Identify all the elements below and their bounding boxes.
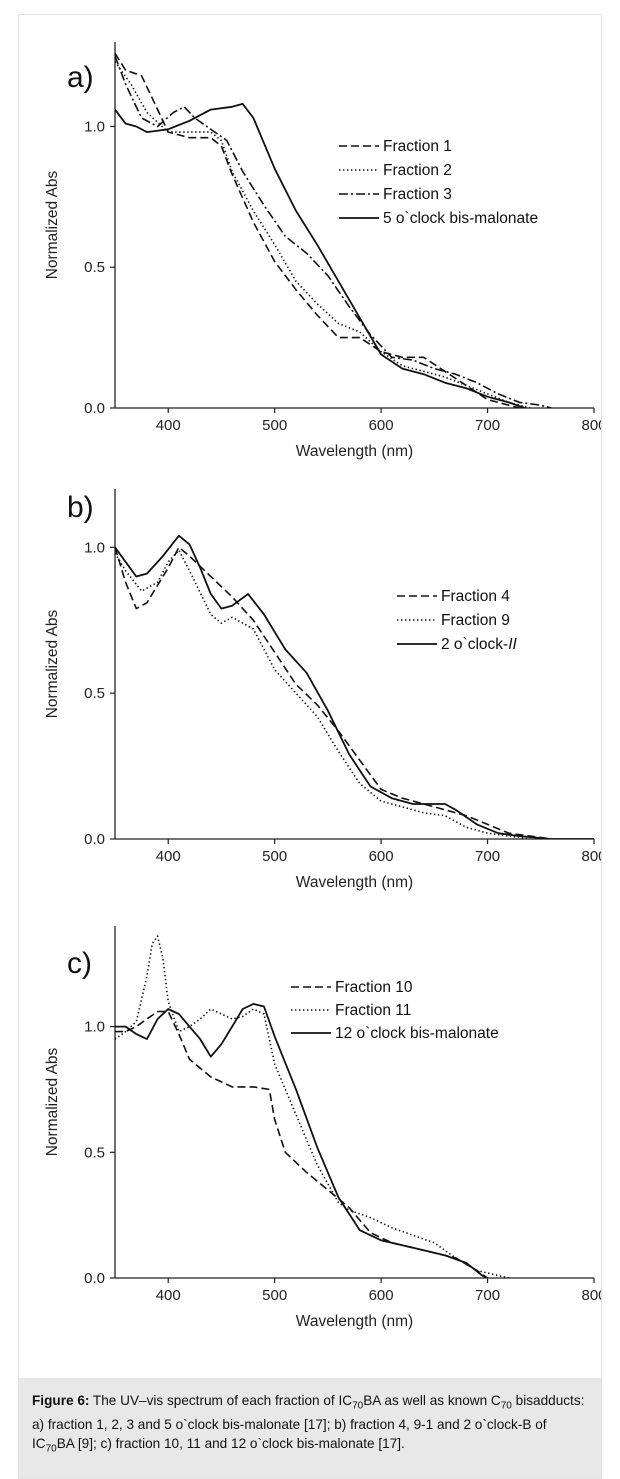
x-axis-title: Wavelength (nm) [296, 443, 413, 460]
y-tick-label: 0.0 [84, 400, 105, 417]
legend-label: 12 o`clock bis-malonate [335, 1025, 499, 1042]
y-tick-label: 0.0 [84, 1270, 105, 1287]
y-tick-label: 1.0 [84, 539, 105, 556]
y-axis-title: Normalized Abs [44, 609, 61, 718]
x-tick-label: 500 [262, 417, 287, 434]
legend-label: 5 o`clock bis-malonate [383, 210, 538, 227]
chart-2: b) 400 500 600 700 800 0.0 0.5 1.0 Wavelength (nm… [44, 489, 601, 891]
x-tick-label: 400 [156, 1287, 181, 1304]
x-axis-title: Wavelength (nm) [296, 1313, 413, 1330]
series-line [115, 1010, 489, 1278]
legend-label: 2 o`clock-II [441, 636, 517, 653]
legend-label: Fraction 1 [383, 138, 452, 155]
legend-label: Fraction 2 [383, 162, 452, 179]
x-tick-label: 800 [581, 848, 601, 865]
series-line [115, 1003, 488, 1278]
caption-subscript: 70 [352, 1400, 364, 1412]
legend-label: Fraction 3 [383, 186, 452, 203]
figure-panel: a) 400 500 600 700 800 0.0 0.5 1.0 Wavelength (nm… [18, 14, 602, 1380]
y-tick-label: 1.0 [84, 1019, 105, 1036]
figure-caption: Figure 6: The UV–vis spectrum of each fr… [18, 1378, 602, 1479]
legend-label: Fraction 11 [335, 1002, 411, 1019]
legend-label: Fraction 9 [441, 612, 510, 629]
x-tick-label: 700 [475, 848, 500, 865]
caption-subscript: 70 [45, 1443, 57, 1455]
caption-text: bisadducts: a) fraction 1, 2, 3 and 5 o`… [32, 1393, 585, 1451]
series-line [115, 103, 526, 408]
caption-text: The UV–vis spectrum of each fraction of … [89, 1393, 353, 1408]
x-tick-label: 700 [475, 1287, 500, 1304]
x-tick-label: 500 [262, 848, 287, 865]
caption-figure-label: Figure 6: [32, 1393, 90, 1408]
caption-text: BA [9]; c) fraction 10, 11 and 12 o`cloc… [56, 1435, 405, 1451]
chart-3: c) 400 500 600 700 800 0.0 0.5 1.0 Wavelength (nm… [44, 926, 601, 1330]
y-tick-label: 0.5 [84, 259, 105, 276]
legend-label: Fraction 4 [441, 588, 510, 605]
y-tick-label: 0.0 [84, 831, 105, 848]
series-line [115, 935, 509, 1278]
x-tick-label: 400 [156, 417, 181, 434]
figure-svg: a) 400 500 600 700 800 0.0 0.5 1.0 Wavelength (nm… [44, 42, 601, 1330]
y-axis-title: Normalized Abs [44, 1047, 61, 1156]
legend-label: Fraction 10 [335, 979, 413, 996]
series-line [115, 546, 552, 839]
series-line [115, 534, 594, 839]
panel-label: a) [67, 61, 94, 94]
y-axis-title: Normalized Abs [44, 170, 61, 279]
y-tick-label: 0.5 [84, 685, 105, 702]
x-tick-label: 600 [369, 417, 394, 434]
x-tick-label: 500 [262, 1287, 287, 1304]
chart-1: a) 400 500 600 700 800 0.0 0.5 1.0 Wavelength (nm… [44, 42, 601, 460]
x-tick-label: 800 [581, 1287, 601, 1304]
series-line [115, 61, 531, 408]
panel-label: c) [67, 947, 92, 980]
y-tick-label: 1.0 [84, 118, 105, 135]
series-line [115, 52, 520, 408]
x-axis-title: Wavelength (nm) [296, 874, 413, 891]
series-line [115, 55, 552, 408]
x-tick-label: 800 [581, 417, 601, 434]
caption-subscript: 70 [500, 1400, 512, 1412]
x-tick-label: 600 [369, 848, 394, 865]
x-tick-label: 400 [156, 848, 181, 865]
x-tick-label: 700 [475, 417, 500, 434]
caption-text: BA as well as known C [363, 1393, 501, 1408]
panel-label: b) [67, 491, 94, 524]
y-tick-label: 0.5 [84, 1144, 105, 1161]
x-tick-label: 600 [369, 1287, 394, 1304]
